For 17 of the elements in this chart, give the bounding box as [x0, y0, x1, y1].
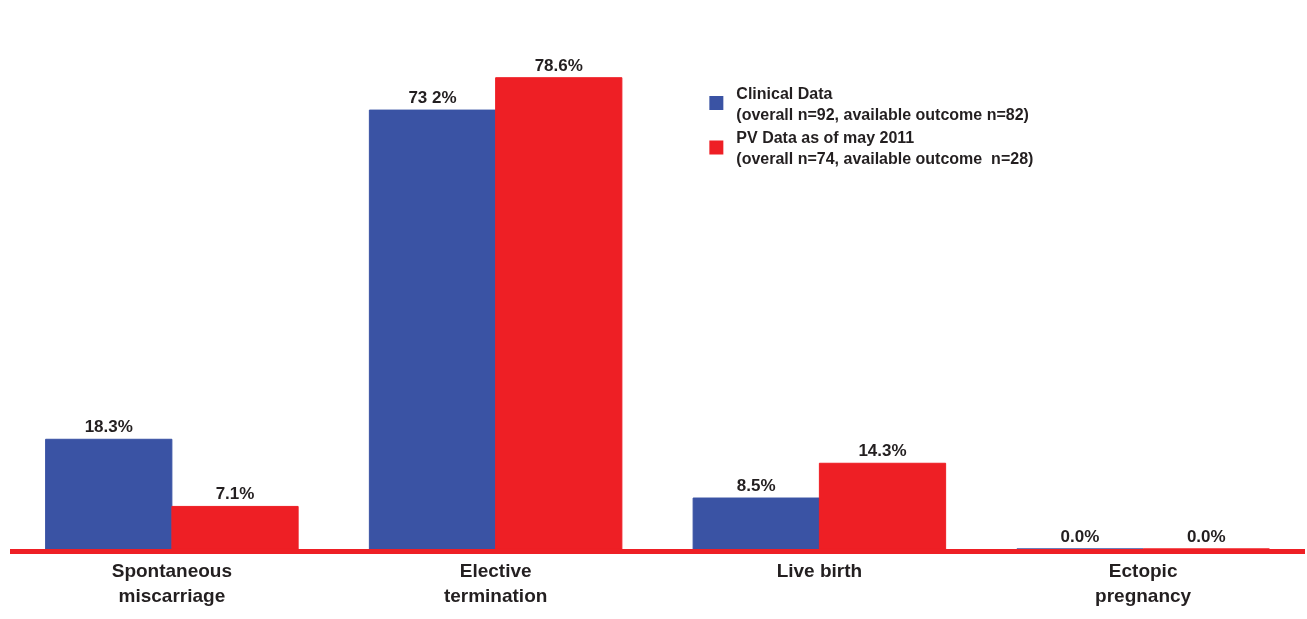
data-label: 0.0%: [1186, 527, 1226, 546]
x-tick-label: Elective termination: [443, 559, 548, 606]
bar: [368, 109, 497, 549]
data-label: 78.6%: [534, 55, 583, 75]
legend-label: Clinical Data (overall n=92, available outcome n=82): [736, 84, 1029, 123]
x-tick-label: Live birth: [776, 559, 863, 581]
x-tick-label: Spontaneous miscarriage: [111, 559, 233, 606]
bar: [45, 438, 173, 549]
legend-label: PV Data as of may 2011 (overall n=74, available outcome n=28): [736, 129, 1034, 168]
bar: [692, 497, 820, 549]
data-label: 8.5%: [736, 476, 776, 496]
data-label: 0.0%: [1060, 527, 1100, 546]
data-label: 14.3%: [858, 441, 907, 461]
data-label: 7.1%: [215, 484, 255, 504]
data-label: 73 2%: [408, 88, 457, 108]
x-tick-label: Ectopic pregnancy: [1095, 559, 1192, 606]
data-label: 18.3%: [84, 417, 133, 437]
